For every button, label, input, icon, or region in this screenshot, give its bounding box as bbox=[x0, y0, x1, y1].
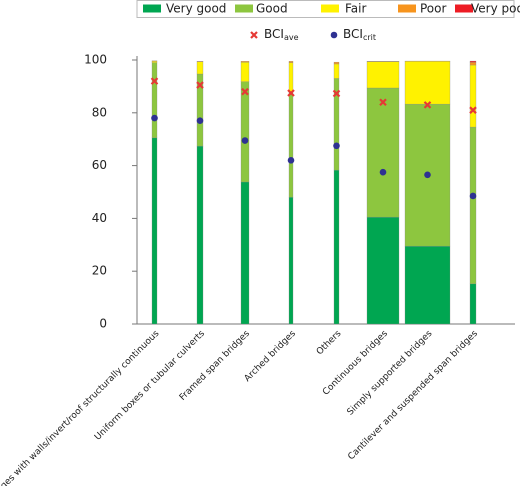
legend-label: Fair bbox=[345, 2, 366, 16]
legend-marker bbox=[251, 32, 257, 38]
bar-segment bbox=[289, 61, 293, 62]
legend-swatch bbox=[398, 5, 416, 13]
legend-label: Very good bbox=[166, 2, 226, 16]
legend-label: BCIcrit bbox=[343, 27, 376, 42]
legend-label-sub: ave bbox=[284, 33, 299, 42]
y-tick-label: 80 bbox=[92, 105, 107, 119]
legend-label-sub: crit bbox=[363, 33, 376, 42]
bar-segment bbox=[197, 61, 203, 62]
bar-segment bbox=[289, 63, 293, 92]
scatter-point bbox=[424, 172, 431, 179]
bar-segment bbox=[470, 62, 476, 65]
bar-segment bbox=[197, 146, 203, 324]
legend-swatch bbox=[143, 5, 161, 13]
legend-label-main: BCI bbox=[264, 27, 284, 41]
bar-segment bbox=[241, 61, 249, 62]
bar-segment bbox=[405, 61, 450, 104]
y-tick-label: 100 bbox=[84, 53, 107, 67]
y-tick-label: 20 bbox=[92, 264, 107, 278]
bar-segment bbox=[152, 138, 157, 324]
scatter-point bbox=[288, 157, 295, 164]
x-tick-label: Simply supported bridges bbox=[346, 329, 435, 418]
x-tick-label: Arched bridges bbox=[243, 329, 298, 384]
bar-segment bbox=[470, 127, 476, 284]
scatter-point bbox=[197, 117, 204, 124]
bar-segment bbox=[289, 92, 293, 198]
scatter-point bbox=[151, 115, 158, 122]
bar-segment bbox=[334, 62, 339, 64]
scatter-point bbox=[470, 193, 477, 200]
bar-segment bbox=[367, 62, 399, 88]
x-tick-label: Bridges with walls/invert/roof structura… bbox=[0, 329, 162, 486]
scatter-point bbox=[333, 143, 340, 150]
bar-segment bbox=[241, 82, 249, 182]
bar-segment bbox=[152, 61, 157, 62]
bar-segment bbox=[470, 284, 476, 324]
bar-segment bbox=[470, 65, 476, 127]
legend-swatch bbox=[321, 5, 339, 13]
bar-segment bbox=[367, 217, 399, 324]
bar-segment bbox=[197, 62, 203, 74]
bar-segment bbox=[334, 64, 339, 79]
bar-segment bbox=[241, 62, 249, 82]
bar-segment bbox=[289, 197, 293, 324]
legend-label: Good bbox=[256, 2, 288, 16]
bar-segment bbox=[367, 88, 399, 217]
scatter-point bbox=[242, 137, 249, 144]
legend-swatch bbox=[235, 5, 253, 13]
bar-segment bbox=[152, 61, 157, 62]
legend-marker bbox=[331, 32, 338, 39]
legend-label-main: BCI bbox=[343, 27, 363, 41]
scatter-point bbox=[380, 169, 387, 176]
legend-label: Very poor bbox=[471, 2, 520, 16]
bar-segment bbox=[470, 61, 476, 62]
legend-label: BCIave bbox=[264, 27, 299, 42]
y-tick-label: 60 bbox=[92, 158, 107, 172]
x-tick-label: Others bbox=[315, 329, 344, 358]
bar-segment bbox=[152, 63, 157, 138]
y-tick-label: 0 bbox=[99, 317, 107, 331]
bar-segment bbox=[241, 182, 249, 324]
bar-segment bbox=[405, 246, 450, 324]
bar-segment bbox=[334, 170, 339, 324]
y-tick-label: 40 bbox=[92, 211, 107, 225]
legend-label: Poor bbox=[420, 2, 446, 16]
